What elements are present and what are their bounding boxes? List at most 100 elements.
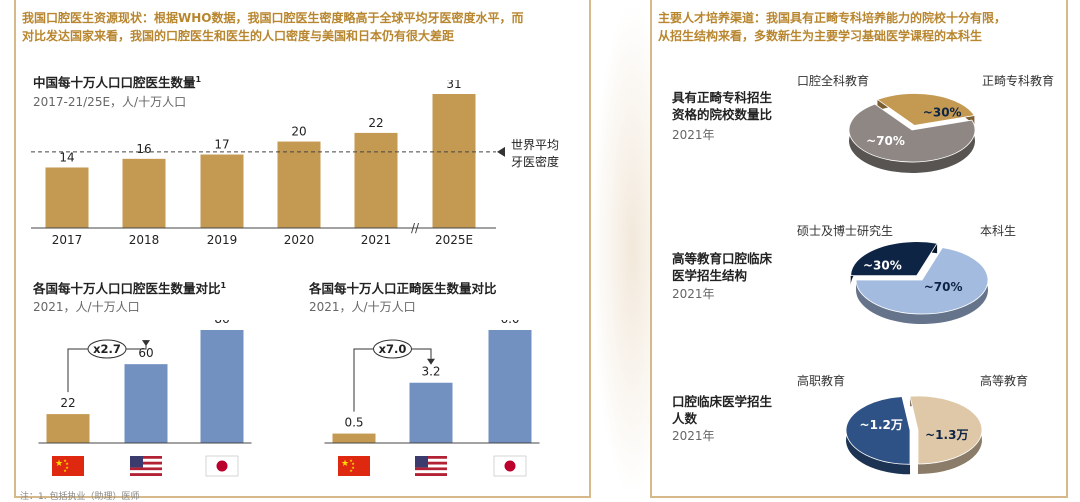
- usa-flag-stripe: [130, 470, 162, 474]
- china-flag-small-star: ★: [349, 458, 353, 463]
- right-headline-line-2: 从招生结构来看，多数新生为主要学习基础医学课程的本科生: [658, 29, 983, 43]
- chart2-multiplier-arrow: [142, 340, 150, 347]
- usa-flag-stripe: [130, 461, 162, 465]
- china-flag-small-star: ★: [65, 465, 69, 470]
- pie1-title: 具有正畸专科招生 资格的院校数量比: [672, 89, 772, 123]
- usa-flag-stripe: [130, 456, 162, 459]
- japan-flag-sun: [504, 460, 516, 472]
- chart3-multiplier-badge: [373, 339, 412, 359]
- pie3-legend-higher: 高等教育: [980, 374, 1029, 388]
- chart1-bar-2021: [354, 132, 398, 228]
- chart2-bar-usa: [124, 364, 168, 443]
- pie2-year: 2021年: [672, 287, 715, 301]
- china-flag: ★ ★★★★: [338, 456, 370, 476]
- pie-slice-label: ~30%: [863, 258, 902, 272]
- chart3-title: 各国每十万人口正畸医生数量对比: [309, 281, 497, 296]
- chart1-category-label: 2020: [284, 233, 315, 247]
- pie1-svg: ~70% ~30%: [848, 93, 976, 173]
- china-flag-small-star: ★: [351, 465, 355, 470]
- pie3-title-line-2: 人数: [672, 411, 698, 426]
- pie1-title-line-1: 具有正畸专科招生: [672, 90, 773, 105]
- chart1-value-label: 22: [368, 116, 383, 130]
- chart3-multiplier-arrow: [427, 358, 435, 365]
- japan-flag-sun: [216, 460, 228, 472]
- chart1-category-label: 2019: [207, 233, 238, 247]
- pie-slice-label: ~70%: [924, 280, 963, 294]
- pie2-title-line-2: 医学招生结构: [672, 268, 748, 283]
- right-panel: 主要人才培养渠道：我国具有正畸专科培养能力的院校十分有限， 从招生结构来看，多数…: [650, 0, 1068, 498]
- usa-flag-canton: [415, 456, 428, 468]
- chart2-bar-japan: [200, 330, 244, 443]
- chart2-title-text: 各国每十万人口口腔医生数量对比: [33, 281, 221, 296]
- chart1-title-text: 中国每十万人口口腔医生数量: [33, 75, 196, 90]
- chart1-value-label: 17: [214, 138, 229, 152]
- chart2-svg: 22 ★★★★★ 60 86 x2.7: [38, 320, 252, 477]
- chart1-title: 中国每十万人口口腔医生数量1: [33, 72, 201, 91]
- chart3-bar-china: [332, 433, 376, 443]
- chart3-value-label: 0.5: [344, 416, 363, 430]
- usa-flag-stripe: [130, 473, 162, 476]
- usa-flag: [415, 456, 447, 476]
- chart1-axis-break: //: [411, 221, 420, 235]
- usa-flag-stripe: [415, 458, 447, 462]
- pie1-title-line-2: 资格的院校数量比: [672, 107, 773, 122]
- chart1-reference-arrow: [497, 146, 505, 157]
- usa-flag-stripe: [130, 464, 162, 468]
- chart3-bar-japan: [488, 330, 532, 443]
- chart1-value-label: 14: [59, 150, 74, 164]
- pie3-title-line-1: 口腔临床医学招生: [672, 394, 773, 409]
- chart1-subtitle: 2017-21/25E，人/十万人口: [33, 95, 187, 109]
- left-panel: 我国口腔医生资源现状：根据WHO数据，我国口腔医生密度略高于全球平均牙医密度水平…: [14, 0, 591, 498]
- china-flag-small-star: ★: [63, 458, 67, 463]
- japan-flag: [205, 455, 239, 477]
- china-flag-small-star: ★: [65, 461, 69, 466]
- chart1-title-footnote: 1: [195, 74, 202, 84]
- usa-flag-stripe: [415, 456, 447, 459]
- footnote: 注：1. 包括执业（助理）医师: [20, 492, 140, 502]
- right-headline-line-1: 主要人才培养渠道：我国具有正畸专科培养能力的院校十分有限，: [658, 11, 1007, 25]
- china-flag-small-star: ★: [63, 468, 67, 473]
- chart1-category-label: 2018: [129, 233, 160, 247]
- pie1-year: 2021年: [672, 128, 715, 142]
- pie-slice-label: ~70%: [866, 134, 905, 148]
- pie3-year: 2021年: [672, 429, 715, 443]
- usa-flag: [130, 456, 162, 476]
- pie3-legend-vocational: 高职教育: [797, 374, 846, 388]
- chart2-value-label: 22: [60, 396, 75, 410]
- chart1-value-label: 31: [446, 80, 461, 91]
- china-flag-field: [52, 456, 84, 476]
- usa-flag-stripe: [130, 458, 162, 462]
- china-flag-field: [338, 456, 370, 476]
- chart1-reference-label-line-1: 世界平均: [511, 138, 559, 152]
- usa-flag-stripe: [415, 473, 447, 476]
- chart2-multiplier-badge: [87, 339, 127, 359]
- chart2-value-label: 60: [138, 346, 153, 360]
- chart2-multiplier-label: x2.7: [93, 342, 121, 356]
- chart2-subtitle: 2021，人/十万人口: [33, 300, 140, 314]
- chart2-title-footnote: 1: [220, 280, 227, 290]
- pie-slice-label: ~1.3万: [925, 428, 968, 442]
- usa-flag-stripe: [415, 467, 447, 471]
- left-headline-line-2: 对比发达国家来看，我国的口腔医生和医生的人口密度与美国和日本仍有很大差距: [22, 29, 455, 43]
- china-flag-small-star: ★: [351, 461, 355, 466]
- panel-divider-glow: [592, 0, 650, 498]
- pie-slice-0: [848, 103, 976, 163]
- left-headline-line-1: 我国口腔医生资源现状：根据WHO数据，我国口腔医生密度略高于全球平均牙医密度水平…: [22, 11, 524, 25]
- chart1-bar-2019: [200, 154, 244, 228]
- china-flag-big-star: ★: [341, 459, 349, 469]
- chart1-bar-2017: [45, 167, 89, 228]
- pie-slice-1: [876, 93, 976, 126]
- pie-slice-1: [909, 395, 983, 465]
- usa-flag-stripe: [415, 470, 447, 474]
- china-flag: ★ ★★★★: [52, 456, 84, 476]
- left-headline: 我国口腔医生资源现状：根据WHO数据，我国口腔医生密度略高于全球平均牙医密度水平…: [22, 9, 523, 45]
- pie-slice-0: [845, 396, 911, 465]
- chart1-reference-label-line-2: 牙医密度: [511, 154, 559, 169]
- chart3-multiplier-label: x7.0: [379, 342, 407, 356]
- pie3-svg: ~1.2万 ~1.3万: [845, 395, 983, 475]
- pie1-legend-orthodontic: 正畸专科教育: [982, 74, 1055, 88]
- chart1-category-label: 2021: [361, 233, 392, 247]
- japan-flag: [493, 455, 527, 477]
- chart1-value-label: 20: [291, 125, 306, 139]
- usa-flag-stripe: [415, 464, 447, 468]
